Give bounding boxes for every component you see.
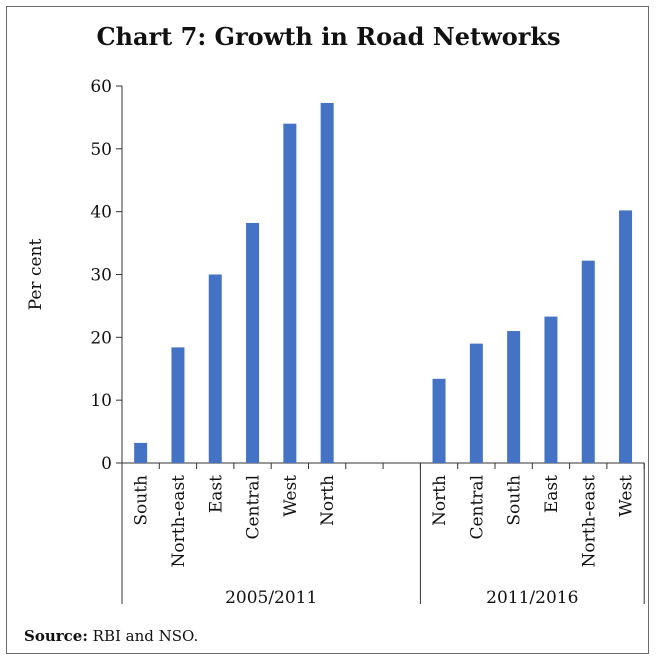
category-label: East bbox=[542, 475, 562, 513]
category-label: Central bbox=[467, 475, 487, 540]
chart-frame bbox=[6, 6, 649, 654]
y-tick-label: 0 bbox=[101, 454, 112, 474]
category-label: North bbox=[318, 475, 338, 526]
category-label: Central bbox=[244, 475, 264, 540]
bar bbox=[208, 274, 222, 463]
y-tick-label: 50 bbox=[90, 140, 112, 160]
category-label: North-east bbox=[579, 475, 599, 568]
category-label: West bbox=[281, 475, 301, 517]
category-label: West bbox=[617, 475, 637, 517]
bar bbox=[171, 347, 185, 463]
source-note: Source: RBI and NSO. bbox=[24, 627, 198, 645]
chart-title: Chart 7: Growth in Road Networks bbox=[96, 22, 561, 51]
category-label: North-east bbox=[169, 475, 189, 568]
bar bbox=[283, 123, 297, 463]
category-label: South bbox=[505, 475, 525, 526]
bar bbox=[544, 316, 558, 463]
category-label: East bbox=[206, 475, 226, 513]
y-tick-label: 30 bbox=[90, 266, 112, 286]
y-tick-label: 60 bbox=[90, 77, 112, 97]
bar bbox=[432, 378, 446, 463]
bar bbox=[134, 442, 148, 463]
y-tick-label: 10 bbox=[90, 391, 112, 411]
group-label: 2011/2016 bbox=[486, 588, 578, 608]
category-label: South bbox=[132, 475, 152, 526]
bar bbox=[469, 343, 483, 463]
y-axis-label: Per cent bbox=[26, 239, 46, 311]
group-label: 2005/2011 bbox=[225, 588, 317, 608]
bar bbox=[320, 102, 334, 463]
source-label: Source: bbox=[24, 627, 88, 645]
category-label: North bbox=[430, 475, 450, 526]
y-tick-label: 20 bbox=[90, 328, 112, 348]
bar bbox=[619, 210, 633, 463]
bar bbox=[581, 260, 595, 463]
y-tick-label: 40 bbox=[90, 203, 112, 223]
bar bbox=[507, 331, 521, 463]
source-text: RBI and NSO. bbox=[92, 627, 199, 645]
bar bbox=[246, 222, 260, 463]
